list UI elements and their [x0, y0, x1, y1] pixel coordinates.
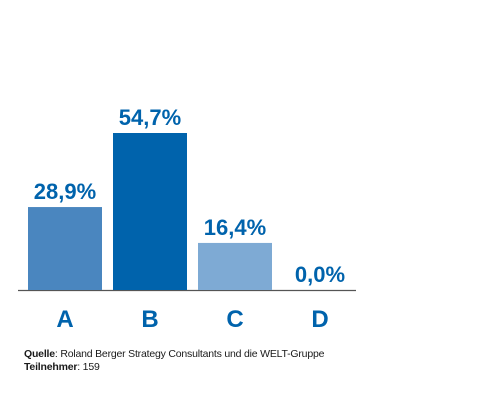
value-label-c: 16,4% — [204, 215, 266, 240]
category-label-a: A — [56, 306, 73, 333]
participants-line: Teilnehmer: 159 — [24, 361, 324, 374]
bar-a — [28, 207, 102, 290]
participants-label: Teilnehmer — [24, 361, 78, 373]
bar-b — [113, 133, 187, 290]
category-label-b: B — [141, 306, 158, 333]
chart-footer: Quelle: Roland Berger Strategy Consultan… — [24, 348, 324, 374]
value-label-a: 28,9% — [34, 179, 96, 204]
source-text: : Roland Berger Strategy Consultants und… — [54, 348, 325, 360]
source-line: Quelle: Roland Berger Strategy Consultan… — [24, 348, 324, 361]
category-label-c: C — [226, 306, 243, 333]
participants-text: : 159 — [77, 361, 100, 373]
value-label-d: 0,0% — [295, 262, 345, 287]
source-label: Quelle — [24, 348, 55, 360]
bar-c — [198, 242, 272, 290]
category-label-d: D — [311, 306, 328, 333]
value-label-b: 54,7% — [119, 105, 181, 130]
